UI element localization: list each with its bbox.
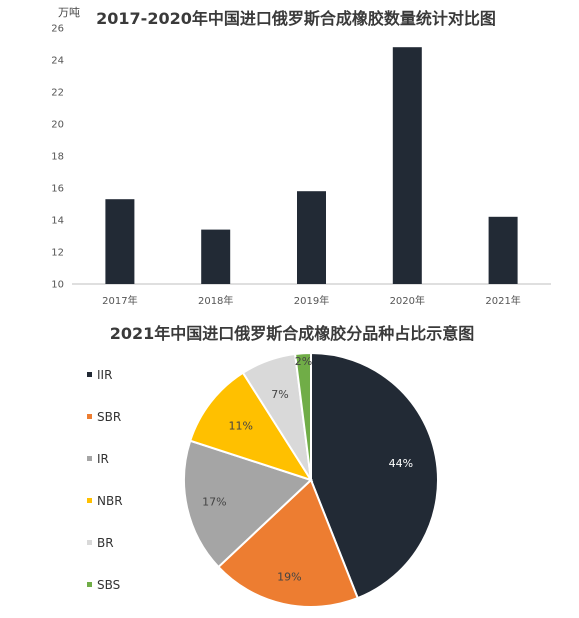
y-tick-label: 24	[51, 56, 64, 67]
bar	[297, 191, 326, 284]
pie-slice-ir	[183, 439, 313, 569]
bar	[392, 47, 422, 285]
y-tick-label: 20	[51, 120, 64, 131]
y-axis-unit: 万吨	[58, 6, 80, 19]
y-tick-label: 22	[51, 88, 64, 99]
pie-value-label: 7%	[271, 388, 288, 401]
bar	[201, 229, 231, 284]
pie-value-label: 17%	[202, 496, 226, 509]
x-tick-label: 2021年	[485, 294, 520, 307]
pie-slice-iir	[310, 351, 439, 600]
legend-label: NBR	[97, 494, 123, 508]
y-tick-label: 12	[51, 248, 64, 259]
y-axis-ticks: 26 24 22 20 18 16 14 12 10	[51, 24, 64, 291]
pie-slice-sbr	[217, 478, 360, 608]
legend-label: SBR	[97, 410, 121, 424]
bar-chart-title: 2017-2020年中国进口俄罗斯合成橡胶数量统计对比图	[96, 9, 496, 28]
pie-slice-nbr	[188, 371, 314, 482]
pie-value-label: 11%	[229, 420, 253, 433]
x-tick-label: 2018年	[198, 294, 233, 307]
y-tick-label: 10	[51, 280, 64, 291]
y-tick-label: 18	[51, 152, 64, 163]
legend-swatch	[87, 414, 92, 419]
pie-slice-sbs	[293, 351, 312, 481]
bar	[488, 216, 518, 284]
bar	[105, 199, 135, 284]
pie-legend: IIR SBR IR NBR BR SBS	[87, 368, 123, 592]
y-tick-label: 26	[51, 24, 64, 35]
legend-swatch	[87, 498, 92, 503]
legend-swatch	[87, 540, 92, 545]
legend-label: SBS	[97, 578, 120, 592]
x-tick-label: 2017年	[102, 294, 137, 307]
pie-value-labels: 44% 19% 17% 11% 7% 2%	[202, 355, 413, 584]
pie-value-label: 44%	[389, 457, 413, 470]
y-tick-label: 14	[51, 216, 64, 227]
pie-chart-title: 2021年中国进口俄罗斯合成橡胶分品种占比示意图	[110, 324, 475, 343]
legend-swatch	[87, 582, 92, 587]
pie-value-label: 2%	[295, 355, 312, 368]
y-tick-label: 16	[51, 184, 64, 195]
legend-label: IR	[97, 452, 109, 466]
legend-label: BR	[97, 536, 114, 550]
legend-swatch	[87, 372, 92, 377]
legend-swatch	[87, 456, 92, 461]
bar-series	[105, 47, 518, 285]
x-tick-label: 2019年	[294, 294, 329, 307]
x-tick-label: 2020年	[390, 294, 425, 307]
legend-label: IIR	[97, 368, 112, 382]
pie-slices	[183, 351, 439, 608]
pie-value-label: 19%	[277, 571, 301, 584]
x-axis-ticks: 2017年 2018年 2019年 2020年 2021年	[102, 294, 521, 307]
